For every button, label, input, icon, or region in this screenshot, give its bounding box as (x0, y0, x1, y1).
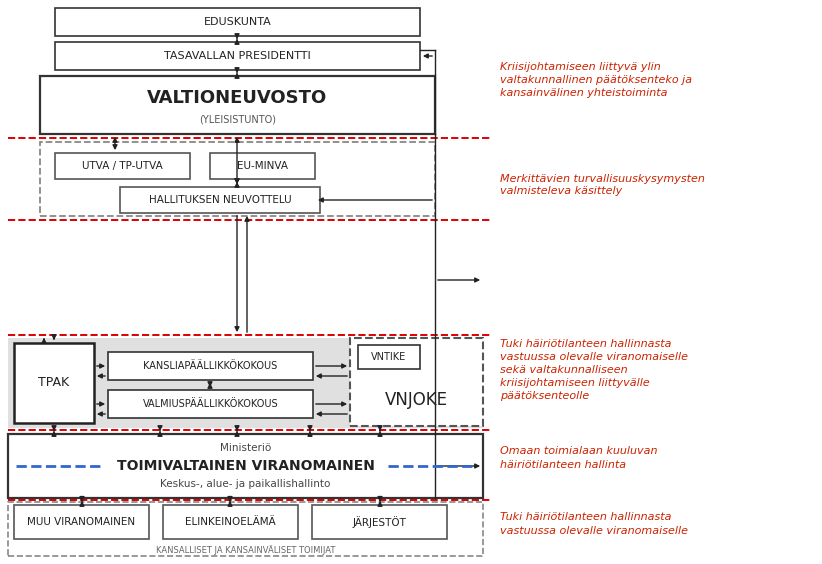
Text: häiriötilanteen hallinta: häiriötilanteen hallinta (500, 460, 626, 469)
Bar (312, 505, 447, 539)
Text: EDUSKUNTA: EDUSKUNTA (204, 17, 271, 27)
Text: HALLITUKSEN NEUVOTTELU: HALLITUKSEN NEUVOTTELU (149, 195, 291, 205)
Bar (210, 153, 315, 179)
Text: valmisteleva käsittely: valmisteleva käsittely (500, 187, 622, 196)
Text: päätöksenteolle: päätöksenteolle (500, 391, 589, 401)
Text: vastuussa olevalle viranomaiselle: vastuussa olevalle viranomaiselle (500, 526, 688, 535)
Text: VALTIONEUVOSTO: VALTIONEUVOSTO (147, 89, 328, 107)
Text: Tuki häiriötilanteen hallinnasta: Tuki häiriötilanteen hallinnasta (500, 339, 672, 349)
Text: Omaan toimialaan kuuluvan: Omaan toimialaan kuuluvan (500, 447, 658, 456)
Text: VNTIKE: VNTIKE (372, 352, 407, 362)
Bar (55, 8, 420, 36)
Text: MUU VIRANOMAINEN: MUU VIRANOMAINEN (27, 517, 136, 527)
Text: vastuussa olevalle viranomaiselle: vastuussa olevalle viranomaiselle (500, 352, 688, 362)
Bar (120, 187, 320, 213)
Bar (108, 390, 313, 418)
Bar (8, 434, 483, 498)
Bar (108, 352, 313, 380)
Text: VNJOKE: VNJOKE (385, 391, 448, 409)
Text: KANSALLISET JA KANSAINVÄLISET TOIMIJAT: KANSALLISET JA KANSAINVÄLISET TOIMIJAT (156, 545, 335, 555)
Bar (40, 76, 435, 134)
Text: Tuki häiriötilanteen hallinnasta: Tuki häiriötilanteen hallinnasta (500, 513, 672, 522)
Text: TASAVALLAN PRESIDENTTI: TASAVALLAN PRESIDENTTI (164, 51, 311, 61)
Bar (8, 502, 483, 556)
Bar (163, 505, 298, 539)
Text: ELINKEINOELÄMÄ: ELINKEINOELÄMÄ (185, 517, 276, 527)
Text: Keskus-, alue- ja paikallishallinto: Keskus-, alue- ja paikallishallinto (160, 479, 330, 489)
Bar (14, 505, 149, 539)
Bar (350, 338, 483, 426)
Bar (14, 343, 94, 423)
Text: kriisijohtamiseen liittyvälle: kriisijohtamiseen liittyvälle (500, 378, 649, 388)
Text: Merkittävien turvallisuuskysymysten: Merkittävien turvallisuuskysymysten (500, 174, 705, 183)
Bar (40, 142, 435, 216)
Bar (358, 345, 420, 369)
Bar (55, 42, 420, 70)
Text: JÄRJESTÖT: JÄRJESTÖT (353, 516, 406, 528)
Text: TOIMIVALTAINEN VIRANOMAINEN: TOIMIVALTAINEN VIRANOMAINEN (117, 459, 375, 473)
Text: UTVA / TP-UTVA: UTVA / TP-UTVA (82, 161, 163, 171)
Text: KANSLIAPÄÄLLIKKÖKOKOUS: KANSLIAPÄÄLLIKKÖKOKOUS (143, 361, 278, 371)
Text: Ministeriö: Ministeriö (219, 443, 271, 453)
Text: kansainvälinen yhteistoiminta: kansainvälinen yhteistoiminta (500, 88, 667, 98)
Text: VALMIUSPÄÄLLIKKÖKOKOUS: VALMIUSPÄÄLLIKKÖKOKOUS (143, 399, 279, 409)
Bar (8, 338, 483, 428)
Text: Kriisijohtamiseen liittyvä ylin: Kriisijohtamiseen liittyvä ylin (500, 62, 661, 72)
Bar (55, 153, 190, 179)
Text: valtakunnallinen päätöksenteko ja: valtakunnallinen päätöksenteko ja (500, 75, 692, 85)
Text: EU-MINVA: EU-MINVA (237, 161, 288, 171)
Text: (YLEISISTUNTO): (YLEISISTUNTO) (199, 115, 276, 125)
Text: sekä valtakunnalliseen: sekä valtakunnalliseen (500, 365, 628, 375)
Text: TPAK: TPAK (39, 377, 70, 390)
